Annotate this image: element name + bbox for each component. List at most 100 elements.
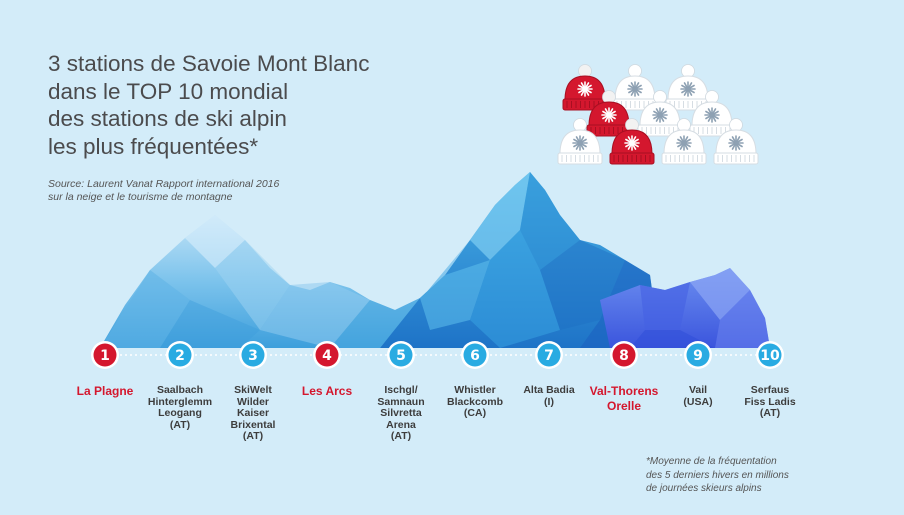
- snowflake-beanie-icon: [637, 90, 683, 137]
- rank-marker: 10: [756, 341, 784, 369]
- rank-marker: 1: [91, 341, 119, 369]
- station-label-line: Arena: [386, 418, 416, 431]
- title-line: des stations de ski alpin: [48, 106, 287, 131]
- rank-number: 3: [248, 348, 258, 364]
- mountain-range: [100, 172, 770, 348]
- station-label: Alta Badia (I): [504, 384, 594, 408]
- rank-marker-disc: [686, 343, 710, 367]
- rank-marker: 2: [166, 341, 194, 369]
- station-label: Vail (USA): [653, 384, 743, 408]
- title-line: 3 stations de Savoie Mont Blanc: [48, 51, 370, 76]
- station-label: Whistler Blackcomb (CA): [430, 384, 520, 420]
- rank-number: 9: [693, 348, 703, 364]
- station-label: SkiWelt Wilder Kaiser Brixental (AT): [208, 384, 298, 443]
- mountain-right-facet: [690, 268, 750, 320]
- rank-number: 2: [175, 348, 185, 364]
- snowflake-center: [710, 113, 714, 117]
- station-label-line: (AT): [759, 407, 781, 419]
- mountain-right-facet: [715, 290, 770, 348]
- rank-marker: 8: [610, 341, 638, 369]
- station-label: Serfaus Fiss Ladis (AT): [725, 384, 815, 420]
- station-label-line: SkiWelt: [234, 384, 272, 396]
- rank-marker: 3: [239, 341, 267, 369]
- footnote: *Moyenne de la fréquentation des 5 derni…: [646, 455, 789, 496]
- beanie-icons: [557, 64, 759, 165]
- snowflake-center: [658, 113, 662, 117]
- station-label: Saalbach Hinterglemm Leogang (AT): [135, 384, 225, 431]
- station-label-line: Alta Badia: [523, 384, 575, 396]
- station-label-line: La Plagne: [76, 384, 134, 398]
- source-line: Source: Laurent Vanat Rapport internatio…: [48, 178, 280, 190]
- rank-number: 1: [100, 348, 110, 364]
- rank-number: 6: [470, 348, 480, 364]
- station-label-line: Brixental: [230, 418, 276, 431]
- footnote-line: des 5 derniers hivers en millions: [646, 469, 789, 481]
- source-note: Source: Laurent Vanat Rapport internatio…: [48, 178, 279, 204]
- rank-marker-disc: [612, 343, 636, 367]
- infographic-title: 3 stations de Savoie Mont Blanc dans le …: [48, 50, 369, 160]
- station-label-line: Silvretta: [380, 407, 422, 419]
- snowflake-center: [686, 87, 690, 91]
- snowflake-center: [630, 141, 634, 145]
- rank-marker: 7: [535, 341, 563, 369]
- station-label-line: Orelle: [606, 399, 642, 413]
- station-label-line: Val-Thorens: [589, 384, 659, 398]
- station-label-line: Vail: [688, 384, 708, 396]
- snowflake-center: [682, 141, 686, 145]
- rank-marker-disc: [241, 343, 265, 367]
- station-label: Ischgl/Samnaun Silvretta Arena (AT): [356, 384, 446, 443]
- station-label-line: Whistler: [454, 384, 496, 396]
- mountain-left-facet: [215, 240, 290, 330]
- title-line: dans le TOP 10 mondial: [48, 78, 289, 104]
- snowflake-beanie-icon: [661, 118, 707, 165]
- mountain-left-facet: [260, 282, 370, 348]
- snowflake-beanie-icon: [713, 118, 759, 165]
- footnote-line: *Moyenne de la fréquentation: [646, 456, 777, 467]
- footnote-line: de journées skieurs alpins: [646, 483, 762, 494]
- title-line: les plus fréquentées*: [48, 133, 259, 159]
- mountain-center-facet: [470, 230, 560, 348]
- station-label-line: (CA): [463, 407, 487, 419]
- station-label-line: Serfaus: [750, 384, 790, 396]
- snowflake-center: [734, 141, 738, 145]
- mountain-left-facet: [100, 270, 190, 348]
- rank-marker-disc: [758, 343, 782, 367]
- station-label-line: (USA): [683, 395, 713, 408]
- rank-number: 5: [396, 348, 406, 364]
- snowflake-center: [583, 87, 587, 91]
- rank-marker: 5: [387, 341, 415, 369]
- rank-marker-disc: [315, 343, 339, 367]
- rank-number: 4: [322, 348, 332, 364]
- station-label-line: Hinterglemm: [147, 395, 213, 408]
- snowflake-center: [578, 141, 582, 145]
- station-label-line: Les Arcs: [301, 384, 353, 398]
- source-line: sur la neige et le tourisme de montagne: [48, 191, 233, 203]
- rank-marker: 4: [313, 341, 341, 369]
- mountain-left-facet: [160, 300, 260, 348]
- station-label-line: (AT): [242, 430, 264, 442]
- rank-marker: 6: [461, 341, 489, 369]
- station-label: La Plagne: [60, 384, 150, 399]
- station-label-line: (AT): [390, 430, 412, 442]
- snowflake-beanie-icon: [612, 64, 658, 111]
- station-label-line: Samnaun: [377, 395, 425, 408]
- rank-marker-disc: [463, 343, 487, 367]
- station-label-line: Wilder: [237, 395, 269, 408]
- station-label-line: Saalbach: [156, 384, 204, 396]
- mountain-center-facet: [470, 172, 530, 260]
- station-label-line: (AT): [169, 418, 191, 431]
- station-label-line: Blackcomb: [446, 395, 504, 408]
- mountain-center-facet: [520, 172, 580, 270]
- rank-marker-disc: [537, 343, 561, 367]
- mountain-right-facet: [640, 282, 690, 330]
- snowflake-beanie-icon: [609, 118, 655, 165]
- snowflake-center: [607, 113, 611, 117]
- snowflake-beanie-icon: [557, 118, 603, 165]
- snowflake-center: [633, 87, 637, 91]
- rank-marker-disc: [93, 343, 117, 367]
- rank-number: 8: [619, 348, 629, 364]
- rank-markers: 1 2 3 4 5 6 7 8 9 10: [91, 341, 784, 369]
- mountain-left-facet: [185, 215, 245, 268]
